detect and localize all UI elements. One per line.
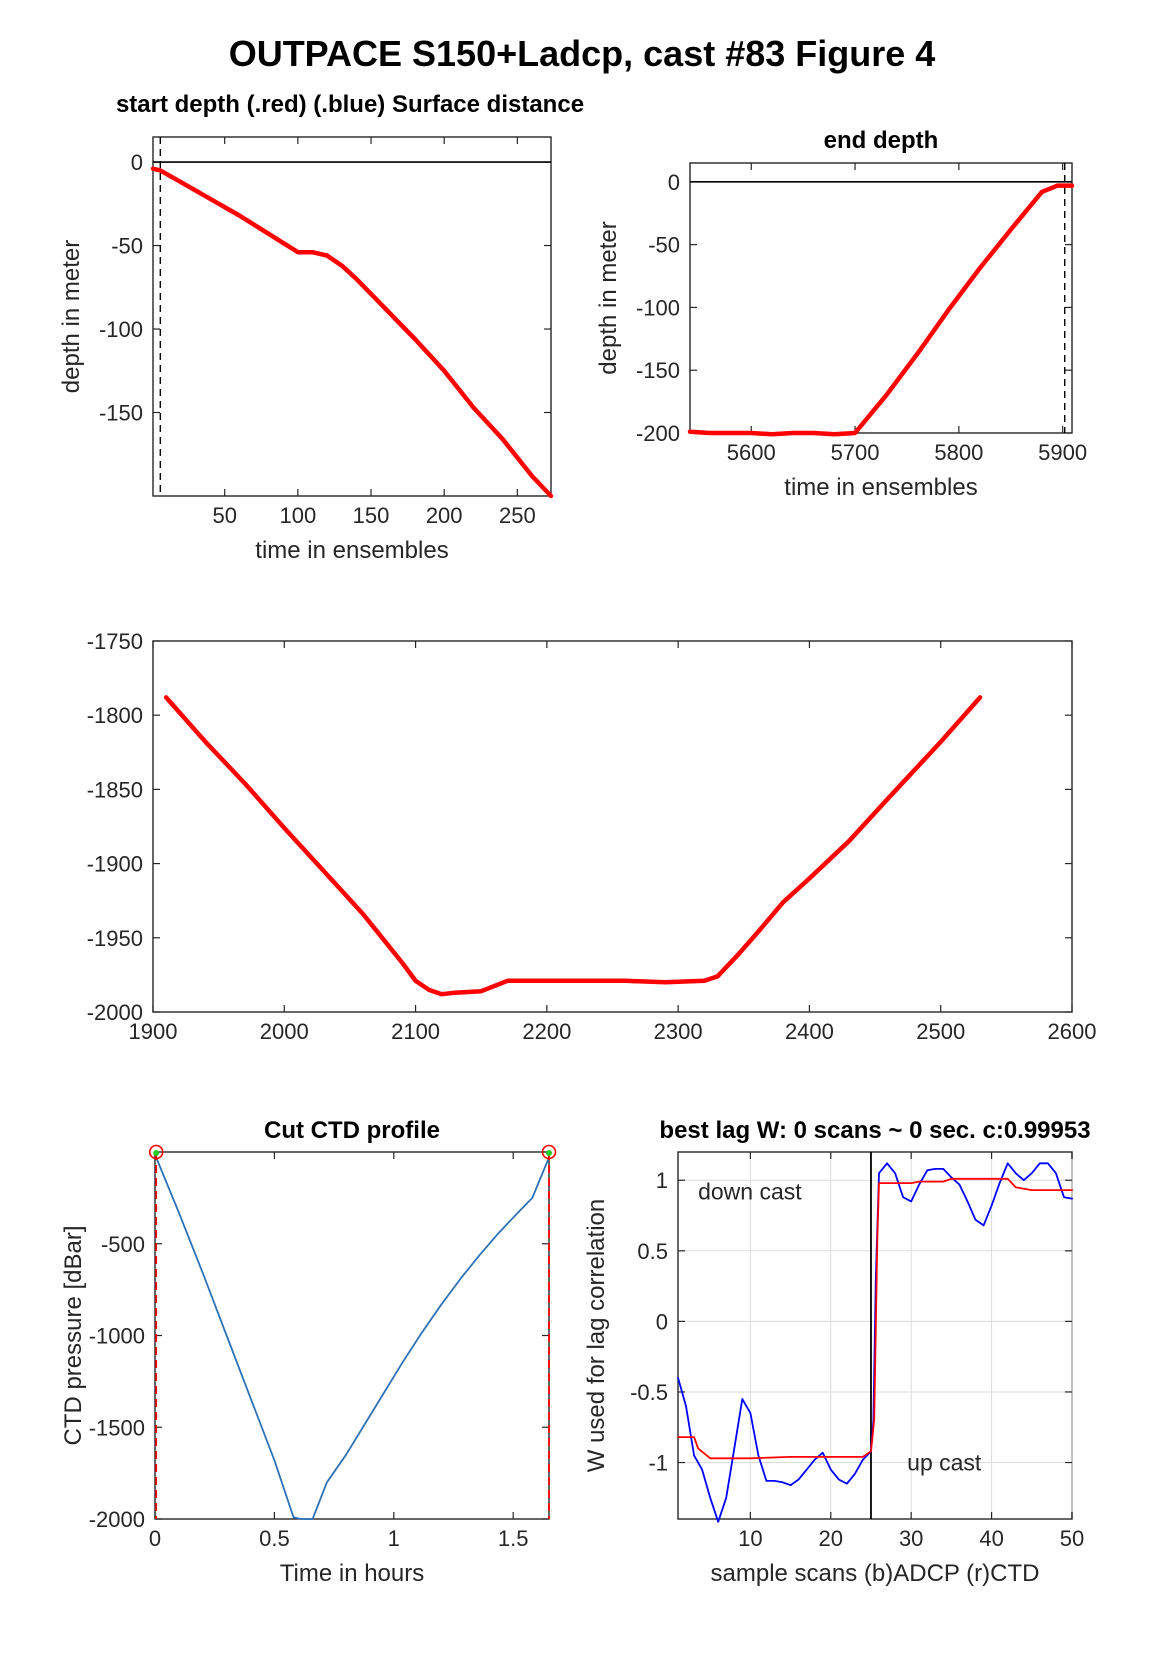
x-tick-label: 2200 [522, 1019, 571, 1044]
y-tick-label: -1850 [87, 777, 143, 802]
y-tick-label: 0.5 [637, 1239, 668, 1264]
annotation-0: down cast [698, 1179, 802, 1205]
y-tick-label: -1 [648, 1451, 668, 1476]
y-tick-label: -1900 [87, 852, 143, 877]
figure-title: OUTPACE S150+Ladcp, cast #83 Figure 4 [229, 33, 936, 74]
y-tick-label: -100 [636, 295, 680, 320]
x-tick-label: 1.5 [498, 1526, 529, 1551]
x-axis-label: time in ensembles [784, 474, 977, 501]
series-line-0 [163, 695, 983, 997]
y-tick-label: 1 [656, 1168, 668, 1193]
cut-marker-dot-0 [153, 1150, 160, 1156]
x-tick-label: 2600 [1048, 1019, 1097, 1044]
y-tick-label: -150 [99, 401, 143, 426]
y-tick-label: -2000 [89, 1507, 145, 1532]
y-axis-label: depth in meter [58, 240, 85, 393]
chart-title: end depth [824, 127, 939, 154]
y-axis-label: depth in meter [595, 221, 622, 374]
series-line-0 [155, 1156, 550, 1520]
x-tick-label: 5800 [934, 440, 983, 465]
x-tick-label: 2400 [785, 1019, 834, 1044]
end-depth-plot: 5600 5700 5800 5900 0 -50 -100 -150 -200 end dept… [595, 127, 1087, 501]
x-tick-label: 250 [499, 503, 536, 528]
cut-marker-circle-1 [541, 1144, 557, 1160]
x-tick-label: 50 [1060, 1526, 1084, 1551]
y-tick-label: -500 [101, 1232, 145, 1257]
x-tick-label: 0 [149, 1526, 161, 1551]
y-tick-label: -1750 [87, 629, 143, 654]
chart-title: best lag W: 0 scans ~ 0 sec. c:0.99953 [659, 1117, 1090, 1144]
x-tick-label: 5700 [831, 440, 880, 465]
plot-frame [152, 136, 552, 497]
y-tick-label: -1500 [89, 1415, 145, 1440]
y-tick-label: -1000 [89, 1324, 145, 1349]
x-tick-label: 40 [979, 1526, 1003, 1551]
x-tick-label: 200 [426, 503, 463, 528]
cut-marker-circle-0 [148, 1144, 164, 1160]
y-tick-label: -1800 [87, 703, 143, 728]
x-axis-label: time in ensembles [255, 537, 448, 564]
x-tick-label: 2000 [260, 1019, 309, 1044]
x-tick-label: 1900 [129, 1019, 178, 1044]
x-tick-label: 30 [899, 1526, 923, 1551]
bottom-section-plot: 1900 2000 2100 2200 2300 2400 2500 2600 -1750 -18… [87, 629, 1097, 1044]
x-tick-label: 100 [280, 503, 317, 528]
x-tick-label: 2500 [916, 1019, 965, 1044]
chart-title: start depth (.red) (.blue) Surface dista… [116, 91, 584, 118]
y-tick-label: -2000 [87, 1000, 143, 1025]
y-tick-label: -200 [636, 421, 680, 446]
y-tick-label: 0 [668, 170, 680, 195]
x-axis-label: Time in hours [280, 1560, 425, 1587]
y-axis-label: W used for lag correlation [583, 1199, 610, 1472]
x-tick-label: 0.5 [259, 1526, 290, 1551]
y-tick-label: -0.5 [630, 1380, 668, 1405]
y-tick-label: 0 [131, 150, 143, 175]
annotation-1: up cast [907, 1450, 982, 1476]
x-tick-label: 2300 [654, 1019, 703, 1044]
start-depth-plot: 50 100 150 200 250 0 -50 -100 -150 start depth (.… [58, 91, 584, 564]
x-tick-label: 20 [819, 1526, 843, 1551]
y-tick-label: -1950 [87, 926, 143, 951]
series-line-0 [150, 166, 554, 499]
x-tick-label: 10 [738, 1526, 762, 1551]
series-line-1 [677, 1177, 1073, 1460]
y-axis-label: CTD pressure [dBar] [60, 1225, 87, 1445]
y-tick-label: -150 [636, 358, 680, 383]
y-tick-label: 0 [656, 1309, 668, 1334]
x-tick-label: 1 [388, 1526, 400, 1551]
cut-marker-dot-1 [546, 1150, 552, 1156]
x-tick-label: 5600 [727, 440, 776, 465]
y-tick-label: -50 [648, 233, 680, 258]
x-tick-label: 150 [353, 503, 390, 528]
best-lag-plot: 10 20 30 40 50 1 0.5 0 -0.5 -1 down cast up cast bes… [583, 1117, 1091, 1587]
x-tick-label: 2100 [391, 1019, 440, 1044]
plot-frame [152, 640, 1073, 1013]
series-line-0 [687, 183, 1075, 437]
x-tick-label: 5900 [1038, 440, 1087, 465]
plot-frame [154, 1151, 550, 1520]
x-axis-label: sample scans (b)ADCP (r)CTD [711, 1560, 1040, 1587]
cut-ctd-profile-plot: 0 0.5 1 1.5 -500 -1000 -1500 -2000 Cut CTD profi… [60, 1117, 557, 1587]
chart-title: Cut CTD profile [264, 1117, 440, 1144]
plot-frame [689, 162, 1073, 434]
y-tick-label: -50 [111, 234, 143, 259]
y-tick-label: -100 [99, 317, 143, 342]
x-tick-label: 50 [212, 503, 236, 528]
